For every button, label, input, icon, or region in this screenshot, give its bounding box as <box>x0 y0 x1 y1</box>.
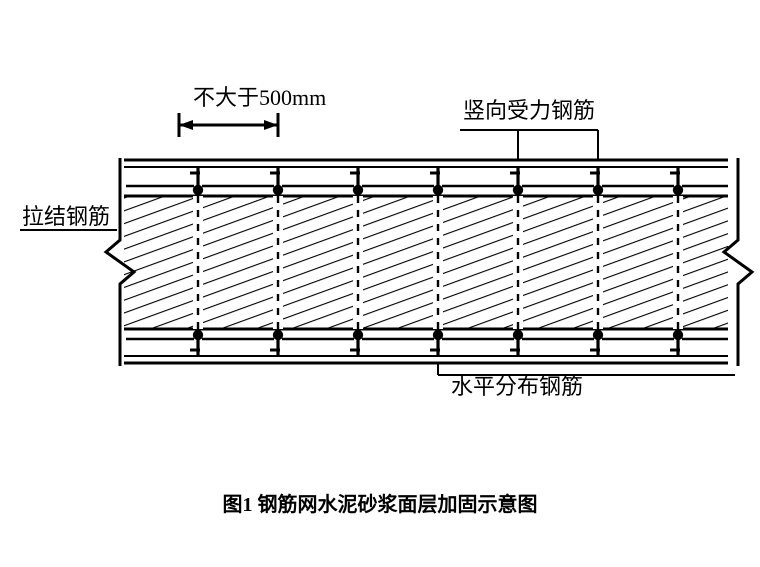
wall-core-hatch <box>120 196 738 329</box>
spacing-dimension <box>179 113 278 137</box>
leader-vertical-bar <box>460 130 598 159</box>
label-spacing: 不大于500mm <box>193 85 326 110</box>
label-horiz-bar: 水平分布钢筋 <box>451 374 583 399</box>
label-tie-bar: 拉结钢筋 <box>22 204 110 229</box>
break-right <box>724 158 752 366</box>
figure-caption-text: 图1 钢筋网水泥砂浆面层加固示意图 <box>223 494 538 516</box>
label-vertical-bar: 竖向受力钢筋 <box>463 98 595 123</box>
diagram-svg: 不大于500mm 竖向受力钢筋 拉结钢筋 水平分布钢筋 <box>0 0 760 567</box>
figure-caption: 图1 钢筋网水泥砂浆面层加固示意图 <box>0 488 760 517</box>
